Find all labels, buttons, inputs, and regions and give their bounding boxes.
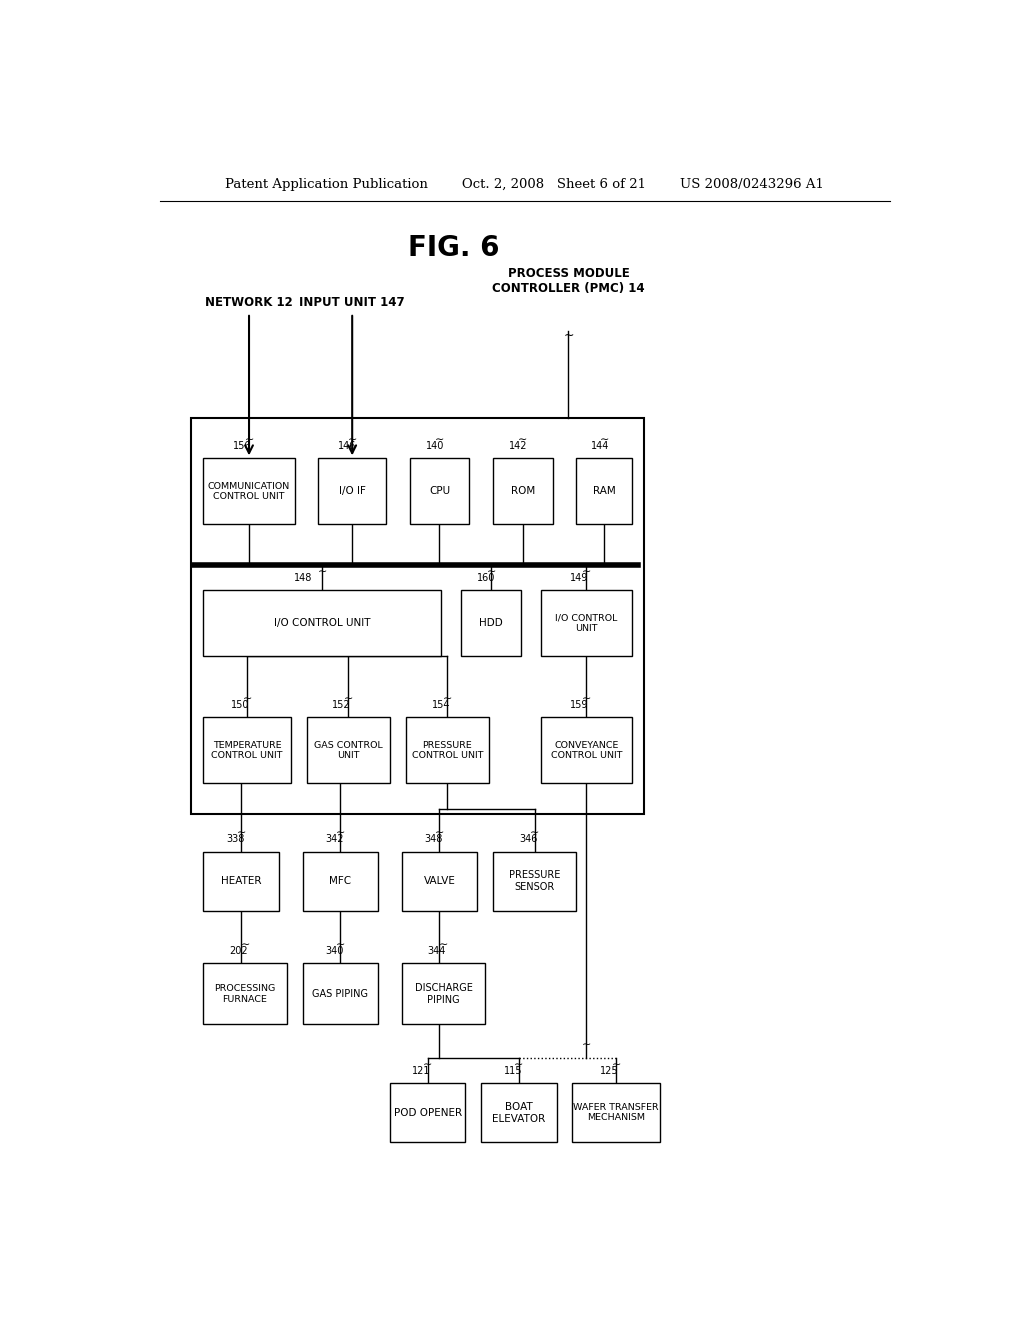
Bar [401, 964, 485, 1024]
Text: 160: 160 [477, 573, 496, 583]
Text: ∼: ∼ [438, 940, 449, 950]
Text: 148: 148 [294, 573, 312, 583]
Bar [461, 590, 521, 656]
Text: 146: 146 [338, 441, 356, 451]
Text: ∼: ∼ [336, 940, 345, 950]
Text: ∼: ∼ [336, 828, 345, 838]
Text: ∼: ∼ [582, 1040, 591, 1049]
Text: HEATER: HEATER [221, 876, 261, 886]
Text: GAS PIPING: GAS PIPING [312, 989, 369, 999]
Text: ∼: ∼ [530, 828, 540, 838]
Text: ∼: ∼ [245, 436, 254, 445]
Text: BOAT
ELEVATOR: BOAT ELEVATOR [493, 1102, 546, 1123]
Text: ∼: ∼ [317, 568, 327, 577]
Bar [390, 1084, 465, 1142]
Text: ∼: ∼ [237, 828, 246, 838]
Text: 338: 338 [226, 834, 245, 845]
Text: ∼: ∼ [243, 694, 252, 704]
Text: 344: 344 [428, 946, 446, 956]
Text: 159: 159 [569, 701, 588, 710]
Text: RAM: RAM [593, 486, 615, 496]
Bar [204, 590, 441, 656]
Text: WAFER TRANSFER
MECHANISM: WAFER TRANSFER MECHANISM [573, 1104, 658, 1122]
Text: GAS CONTROL
UNIT: GAS CONTROL UNIT [313, 741, 383, 760]
Text: 125: 125 [600, 1067, 618, 1076]
Text: ∼: ∼ [423, 1060, 432, 1071]
Text: ∼: ∼ [435, 436, 444, 445]
Text: ∼: ∼ [514, 1060, 523, 1071]
Text: 340: 340 [325, 946, 343, 956]
Text: MFC: MFC [330, 876, 351, 886]
Text: ∼: ∼ [582, 694, 591, 704]
Bar [204, 851, 279, 911]
Bar [541, 590, 632, 656]
Text: ∼: ∼ [486, 568, 496, 577]
Text: PRESSURE
SENSOR: PRESSURE SENSOR [509, 870, 560, 892]
Text: 346: 346 [519, 834, 538, 845]
Text: 156: 156 [232, 441, 251, 451]
Text: NETWORK 12: NETWORK 12 [205, 296, 293, 309]
Text: PROCESSING
FURNACE: PROCESSING FURNACE [214, 985, 275, 1003]
Bar [303, 964, 378, 1024]
Text: ∼: ∼ [241, 940, 250, 950]
Bar [204, 458, 295, 524]
Text: FIG. 6: FIG. 6 [408, 234, 499, 261]
Text: PRESSURE
CONTROL UNIT: PRESSURE CONTROL UNIT [412, 741, 483, 760]
Text: 140: 140 [426, 441, 444, 451]
Bar [318, 458, 386, 524]
Bar [401, 851, 477, 911]
Text: 154: 154 [431, 701, 450, 710]
Text: ∼: ∼ [611, 1060, 621, 1071]
Text: ∼: ∼ [518, 436, 527, 445]
Bar [410, 458, 469, 524]
Bar [494, 458, 553, 524]
Text: 152: 152 [332, 701, 351, 710]
Text: COMMUNICATION
CONTROL UNIT: COMMUNICATION CONTROL UNIT [208, 482, 290, 502]
Text: I/O IF: I/O IF [339, 486, 366, 496]
Text: I/O CONTROL UNIT: I/O CONTROL UNIT [274, 618, 371, 628]
Bar [577, 458, 632, 524]
Text: ∼: ∼ [347, 436, 357, 445]
Text: HDD: HDD [479, 618, 503, 628]
Bar [481, 1084, 557, 1142]
Text: CPU: CPU [429, 486, 451, 496]
Text: 342: 342 [325, 834, 343, 845]
Text: INPUT UNIT 147: INPUT UNIT 147 [299, 296, 406, 309]
Bar [572, 1084, 659, 1142]
Text: ∼: ∼ [599, 436, 609, 445]
Text: DISCHARGE
PIPING: DISCHARGE PIPING [415, 983, 472, 1005]
Bar [494, 851, 577, 911]
Bar [306, 718, 390, 784]
Bar [204, 964, 287, 1024]
Text: TEMPERATURE
CONTROL UNIT: TEMPERATURE CONTROL UNIT [211, 741, 283, 760]
Text: POD OPENER: POD OPENER [393, 1107, 462, 1118]
Bar [541, 718, 632, 784]
Text: ∼: ∼ [563, 329, 573, 342]
Bar [204, 718, 291, 784]
Text: ∼: ∼ [442, 694, 453, 704]
Bar [406, 718, 489, 784]
Text: ∼: ∼ [343, 694, 353, 704]
Text: Patent Application Publication        Oct. 2, 2008   Sheet 6 of 21        US 200: Patent Application Publication Oct. 2, 2… [225, 178, 824, 191]
Bar [191, 417, 644, 814]
Text: 150: 150 [230, 701, 249, 710]
Text: ∼: ∼ [435, 828, 444, 838]
Text: VALVE: VALVE [424, 876, 456, 886]
Text: ROM: ROM [511, 486, 535, 496]
Text: 121: 121 [413, 1067, 431, 1076]
Text: CONVEYANCE
CONTROL UNIT: CONVEYANCE CONTROL UNIT [551, 741, 622, 760]
Text: 149: 149 [569, 573, 588, 583]
Text: 144: 144 [591, 441, 609, 451]
Text: 202: 202 [229, 946, 248, 956]
Text: ∼: ∼ [582, 568, 591, 577]
Bar [303, 851, 378, 911]
Text: 348: 348 [424, 834, 442, 845]
Text: PROCESS MODULE
CONTROLLER (PMC) 14: PROCESS MODULE CONTROLLER (PMC) 14 [493, 267, 645, 294]
Text: 115: 115 [504, 1067, 522, 1076]
Text: I/O CONTROL
UNIT: I/O CONTROL UNIT [555, 614, 617, 634]
Text: 142: 142 [509, 441, 527, 451]
